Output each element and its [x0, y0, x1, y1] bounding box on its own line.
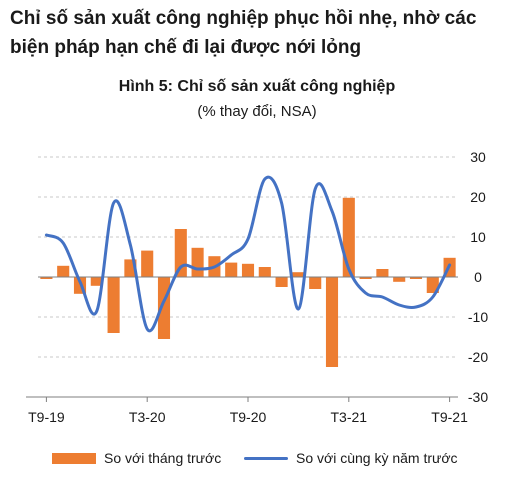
bar — [241, 263, 255, 277]
chart-title: Hình 5: Chỉ số sản xuất công nghiệp — [118, 78, 396, 95]
legend-swatch-line — [244, 456, 288, 460]
headline: Chỉ số sản xuất công nghiệp phục hồi nhẹ… — [10, 4, 510, 62]
line-layer — [44, 175, 452, 333]
grid-layer — [38, 156, 458, 358]
bar — [426, 277, 439, 293]
bar — [393, 277, 406, 282]
bar — [191, 247, 204, 277]
headline-line-1: Chỉ số sản xuất công nghiệp phục hồi nhẹ… — [10, 8, 477, 29]
bar — [376, 269, 389, 277]
series-line — [44, 175, 452, 333]
y-tick-label: -20 — [468, 349, 488, 365]
bar — [292, 272, 305, 277]
bar — [174, 229, 187, 277]
axis-layer — [26, 276, 458, 402]
x-tick-label: T9-20 — [230, 409, 267, 425]
bar — [409, 277, 423, 279]
y-tick-label: -10 — [468, 309, 488, 325]
y-tick-label: 30 — [470, 149, 486, 165]
legend-label-line: So với cùng kỳ năm trước — [296, 450, 458, 466]
bar — [359, 277, 372, 279]
legend-item-line: So với cùng kỳ năm trước — [244, 450, 458, 466]
bar — [225, 262, 238, 277]
bar — [325, 277, 339, 367]
chart-subtitle: (% thay đổi, NSA) — [197, 103, 317, 120]
headline-line-2: biện pháp hạn chế đi lại được nới lỏng — [10, 37, 362, 58]
x-tick-layer: T9-19 T3-20 T9-20 T3-21 T9-21 — [28, 409, 468, 425]
bar — [309, 277, 322, 289]
y-tick-label: 10 — [470, 229, 486, 245]
bar — [275, 277, 288, 287]
y-tick-layer: 30 20 10 0 -10 -20 -30 — [468, 149, 488, 405]
x-tick-label: T9-21 — [431, 409, 468, 425]
bar — [90, 277, 103, 286]
y-tick-label: -30 — [468, 389, 488, 405]
x-tick-label: T9-19 — [28, 409, 65, 425]
bar — [40, 277, 53, 279]
legend-label-bar: So với tháng trước — [104, 450, 222, 466]
x-tick-label: T3-21 — [331, 409, 368, 425]
bar — [141, 250, 154, 277]
legend-item-bar: So với tháng trước — [52, 450, 221, 466]
bar — [258, 267, 271, 277]
bar — [107, 277, 120, 333]
bar — [57, 265, 70, 277]
y-tick-label: 20 — [470, 189, 486, 205]
y-tick-label: 0 — [474, 269, 482, 285]
x-tick-label: T3-20 — [129, 409, 166, 425]
legend-swatch-bar — [52, 452, 96, 464]
legend: So với tháng trước So với cùng kỳ năm tr… — [0, 450, 514, 474]
